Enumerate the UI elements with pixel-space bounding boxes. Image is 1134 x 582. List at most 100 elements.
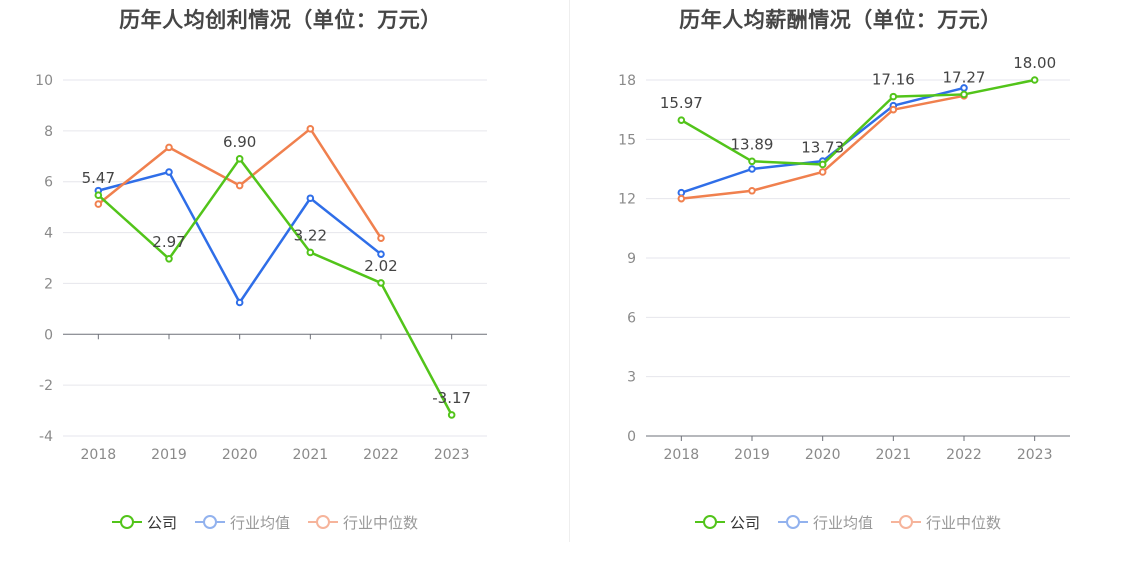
y-tick-label: -4 xyxy=(39,429,53,445)
x-tick-label: 2023 xyxy=(1017,447,1053,463)
y-tick-label: 8 xyxy=(44,124,53,140)
legend-circle xyxy=(203,515,218,529)
industry-median-series xyxy=(94,125,385,242)
profit-per-capita-chart: -4 -2 0 2 4 6 8 10 2018 2019 2020 2021 2022 2023 5.47 2… xyxy=(35,73,487,463)
data-label: 2.02 xyxy=(364,257,397,275)
line-marker-icon xyxy=(695,514,725,530)
line-marker-icon xyxy=(112,514,142,530)
data-label: 3.22 xyxy=(294,226,327,244)
y-tick-label: 2 xyxy=(44,276,53,292)
data-point xyxy=(960,90,968,99)
x-tick-label: 2021 xyxy=(293,447,329,463)
x-tick-label: 2021 xyxy=(876,447,912,463)
data-point xyxy=(235,298,244,307)
data-label: 5.47 xyxy=(82,169,115,187)
data-point xyxy=(748,157,756,166)
data-point xyxy=(306,125,315,133)
data-label: 6.90 xyxy=(223,133,256,151)
data-point xyxy=(94,191,103,199)
legend-item-industry-median[interactable]: 行业中位数 xyxy=(891,512,1001,533)
legend-item-industry-avg[interactable]: 行业均值 xyxy=(778,512,873,533)
y-tick-label: 3 xyxy=(627,370,636,386)
x-tick-label: 2019 xyxy=(734,447,770,463)
data-label: 13.89 xyxy=(731,135,774,153)
data-point xyxy=(677,188,686,197)
y-tick-label: 12 xyxy=(618,192,636,208)
data-point xyxy=(818,160,827,169)
chart-title: 历年人均薪酬情况（单位：万元） xyxy=(679,8,1002,32)
data-point xyxy=(677,116,686,124)
legend-label: 行业中位数 xyxy=(926,513,1002,532)
data-label: 17.16 xyxy=(872,71,915,89)
y-tick-label: 6 xyxy=(44,175,53,191)
data-point xyxy=(677,194,686,203)
x-tick-label: 2022 xyxy=(363,447,399,463)
legend: 公司 行业均值 行业中位数 xyxy=(112,512,436,532)
legend-label: 行业中位数 xyxy=(343,513,419,532)
data-point xyxy=(235,155,244,163)
y-tick-label: 15 xyxy=(618,132,636,148)
profit-per-capita-panel: 历年人均创利情况（单位：万元） -4 -2 0 2 4 6 8 10 2018 2019 2020 2… xyxy=(35,8,487,532)
data-point xyxy=(165,254,173,263)
salary-per-capita-panel: 历年人均薪酬情况（单位：万元） 0 3 6 9 12 15 18 2018 2019 2020 20… xyxy=(567,0,1134,582)
legend-circle xyxy=(786,515,801,529)
y-tick-label: 18 xyxy=(618,73,636,89)
line-marker-icon xyxy=(308,514,339,530)
data-point xyxy=(306,194,315,203)
company-series: 15.97 13.89 13.73 17.16 17.27 18.00 xyxy=(660,54,1056,169)
data-point xyxy=(306,248,315,257)
y-tick-label: 6 xyxy=(627,310,636,326)
legend-label: 行业均值 xyxy=(813,513,874,532)
data-point xyxy=(377,234,385,242)
x-tick-label: 2019 xyxy=(151,447,187,463)
y-tick-label: -2 xyxy=(39,378,53,394)
legend-label: 公司 xyxy=(730,513,761,532)
x-tick-label: 2023 xyxy=(434,447,470,463)
data-point xyxy=(1030,76,1039,84)
line-marker-icon xyxy=(778,514,809,530)
data-point xyxy=(94,200,103,208)
legend-circle xyxy=(120,515,134,529)
industry-avg-series xyxy=(94,168,385,307)
data-point xyxy=(889,105,898,114)
data-label: 2.97 xyxy=(152,233,185,251)
chart-title: 历年人均创利情况（单位：万元） xyxy=(119,8,442,32)
y-tick-label: 4 xyxy=(44,226,53,242)
y-tick-label: 9 xyxy=(627,251,636,267)
data-label: 18.00 xyxy=(1013,54,1056,72)
legend-circle xyxy=(316,515,331,529)
data-point xyxy=(889,92,898,101)
data-point xyxy=(377,250,385,258)
legend-item-company[interactable]: 公司 xyxy=(112,512,177,533)
data-label: -3.17 xyxy=(432,389,471,407)
legend: 公司 行业均值 行业中位数 xyxy=(695,512,1019,532)
line-marker-icon xyxy=(195,514,226,530)
legend-item-industry-median[interactable]: 行业中位数 xyxy=(308,512,418,533)
panel-divider xyxy=(569,0,570,542)
legend-circle xyxy=(899,515,914,529)
y-tick-label: 0 xyxy=(44,327,53,343)
legend-label: 公司 xyxy=(147,513,178,532)
legend-circle xyxy=(703,515,717,529)
company-series: 5.47 2.97 6.90 3.22 2.02 -3.17 xyxy=(82,133,471,419)
x-tick-label: 2020 xyxy=(805,447,841,463)
x-tick-label: 2018 xyxy=(81,447,117,463)
line-marker-icon xyxy=(891,514,922,530)
data-point xyxy=(748,165,756,173)
data-label: 17.27 xyxy=(943,68,986,86)
legend-label: 行业均值 xyxy=(230,513,291,532)
legend-item-industry-avg[interactable]: 行业均值 xyxy=(195,512,290,533)
legend-item-company[interactable]: 公司 xyxy=(695,512,760,533)
y-tick-label: 0 xyxy=(627,429,636,445)
data-point xyxy=(165,143,173,152)
data-point xyxy=(748,186,756,195)
series-line xyxy=(97,157,453,416)
series-line xyxy=(680,78,1035,166)
data-point xyxy=(377,279,385,287)
data-point xyxy=(165,168,173,176)
x-tick-label: 2018 xyxy=(664,447,700,463)
data-point xyxy=(235,181,244,190)
data-label: 13.73 xyxy=(801,138,844,156)
